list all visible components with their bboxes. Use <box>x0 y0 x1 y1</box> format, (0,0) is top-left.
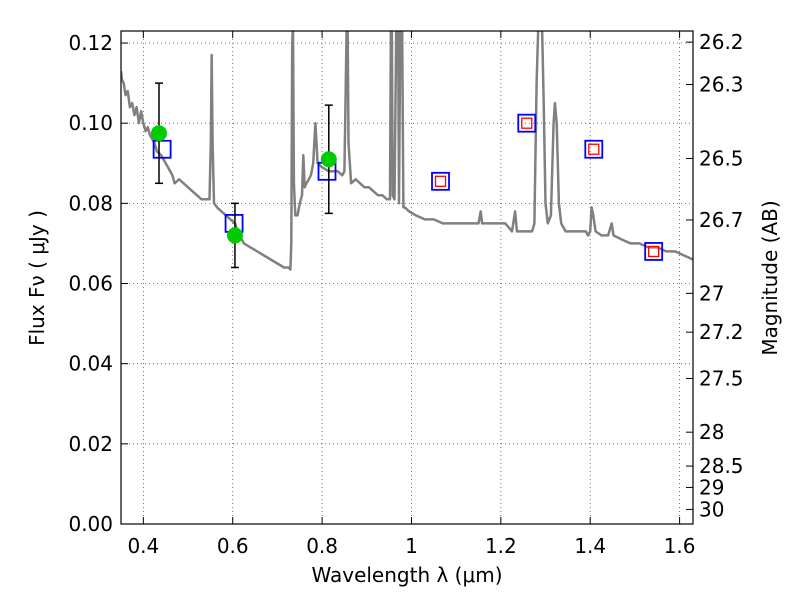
observed-flux-point <box>226 227 243 244</box>
observed-flux-point <box>150 125 167 142</box>
x-tick-label: 1.6 <box>664 534 696 558</box>
mag-tick-label: 26.2 <box>699 30 744 54</box>
y-tick-label: 0.04 <box>68 352 113 376</box>
x-tick-label: 1.4 <box>574 534 606 558</box>
observed-flux-point <box>320 151 337 168</box>
y-tick-label: 0.00 <box>68 512 113 536</box>
x-tick-label: 1 <box>405 534 418 558</box>
model-flux-box <box>584 139 604 159</box>
mag-tick-label: 26.7 <box>699 208 744 232</box>
x-tick-label: 0.6 <box>217 534 249 558</box>
model-flux-inner <box>588 143 600 155</box>
model-flux-inner <box>648 245 660 258</box>
x-tick-label: 0.8 <box>306 534 338 558</box>
y-tick-label: 0.10 <box>68 111 113 135</box>
right-axis-label: Magnitude (AB) <box>758 200 782 355</box>
model-flux-box <box>431 171 450 191</box>
sed-spectrum-line <box>121 31 693 271</box>
model-flux-inner <box>434 175 447 187</box>
mag-tick-label: 28.5 <box>699 454 744 478</box>
y-tick-label: 0.02 <box>68 432 113 456</box>
mag-tick-label: 30 <box>699 497 724 521</box>
plot-frame <box>120 30 694 525</box>
model-flux-box <box>152 139 172 159</box>
y-axis-label: Flux Fν ( μJy ) <box>25 210 49 346</box>
model-flux-box <box>644 242 664 261</box>
y-tick-label: 0.06 <box>68 272 113 296</box>
y-tick-label: 0.12 <box>68 31 113 55</box>
mag-tick-label: 26.5 <box>699 146 744 170</box>
model-flux-box <box>517 113 537 133</box>
grid <box>121 31 693 525</box>
plot-content <box>121 31 693 271</box>
model-flux-inner <box>521 117 533 129</box>
mag-tick-label: 26.3 <box>699 73 744 97</box>
ticks: 0.4 0.6 0.8 1 1.2 1.4 1.6 0.00 0.02 0.04 0.06 0.08 0… <box>68 30 743 558</box>
mag-tick-label: 27 <box>699 281 724 305</box>
mag-tick-label: 27.5 <box>699 366 744 390</box>
mag-tick-label: 28 <box>699 420 724 444</box>
mag-tick-label: 29 <box>699 475 724 499</box>
x-axis-label: Wavelength λ (μm) <box>311 563 502 587</box>
x-tick-label: 1.2 <box>485 534 517 558</box>
x-tick-label: 0.4 <box>127 534 159 558</box>
y-tick-label: 0.08 <box>68 191 113 215</box>
mag-tick-label: 27.2 <box>699 320 744 344</box>
